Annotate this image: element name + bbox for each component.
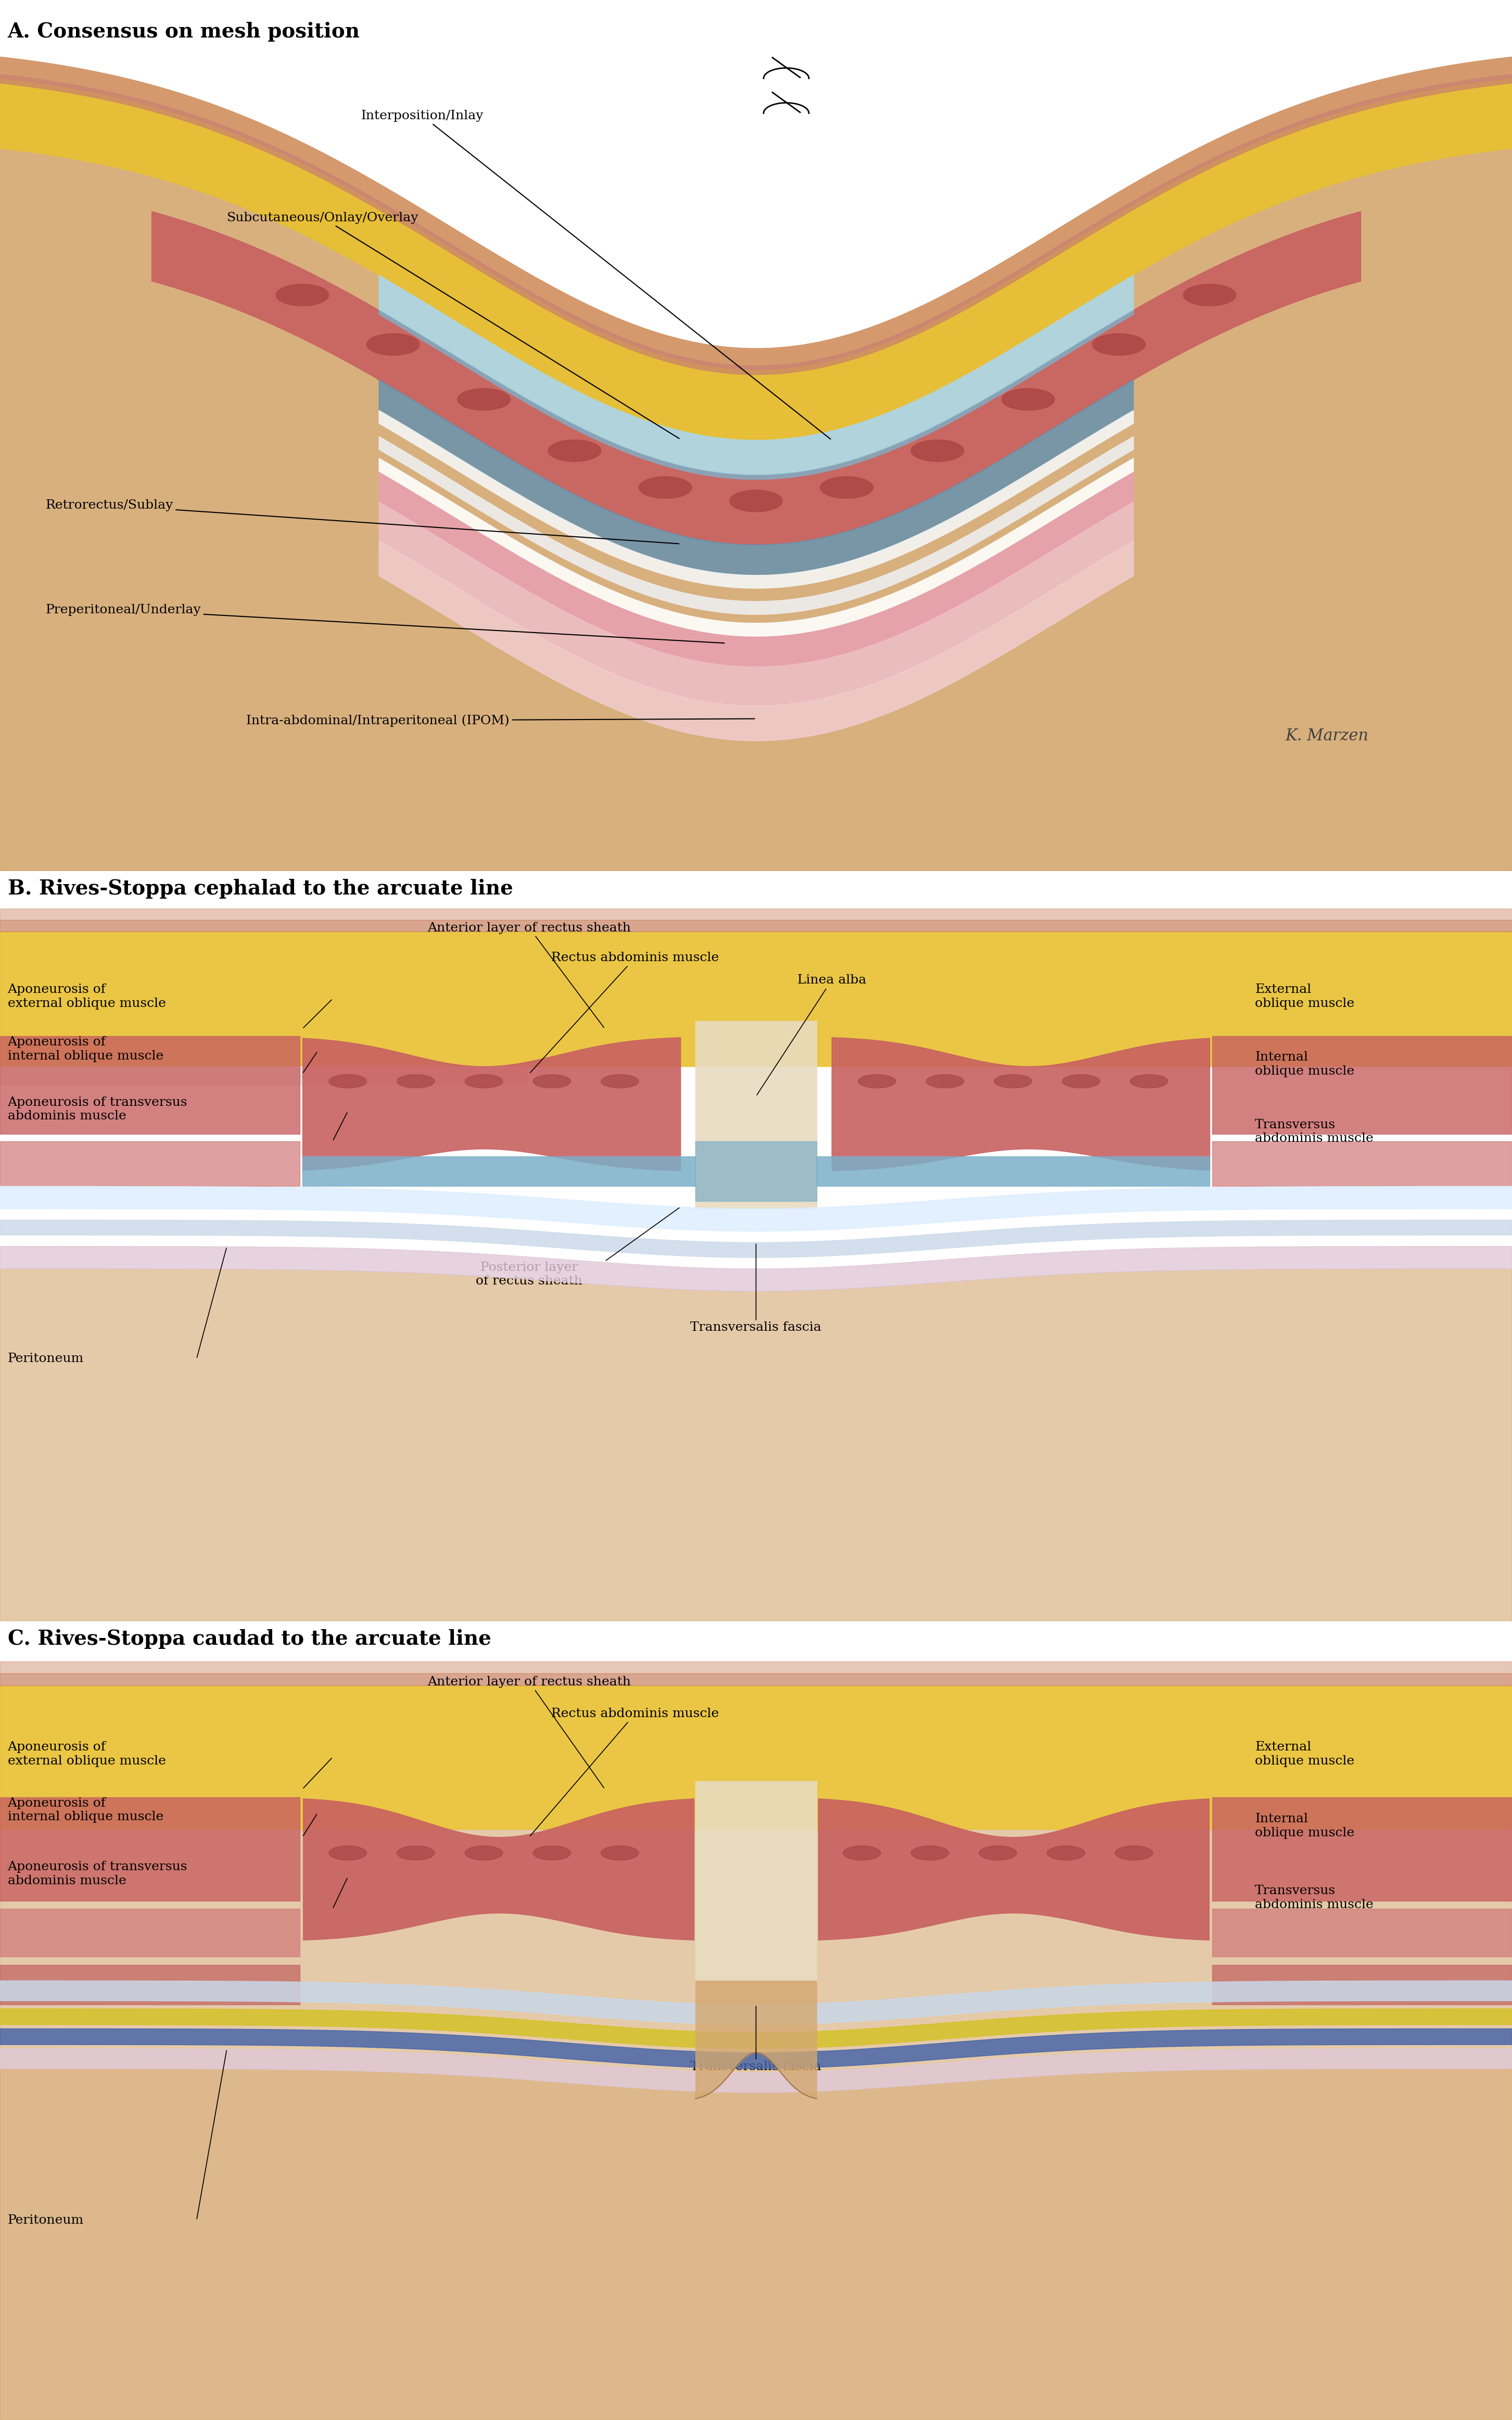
Ellipse shape	[1002, 390, 1055, 411]
Ellipse shape	[638, 477, 692, 499]
Text: C. Rives-Stoppa caudad to the arcuate line: C. Rives-Stoppa caudad to the arcuate li…	[8, 1629, 491, 1648]
Text: Aponeurosis of transversus
abdominis muscle: Aponeurosis of transversus abdominis mus…	[8, 1861, 187, 1888]
Ellipse shape	[275, 283, 330, 305]
Ellipse shape	[330, 1846, 367, 1861]
Ellipse shape	[729, 489, 783, 511]
Text: Transversalis fascia: Transversalis fascia	[691, 1321, 821, 1333]
Text: Interposition/Inlay: Interposition/Inlay	[361, 109, 830, 438]
Text: Linea alba: Linea alba	[758, 975, 866, 1094]
Text: Transversus
abdominis muscle: Transversus abdominis muscle	[1255, 1118, 1373, 1145]
Text: Aponeurosis of
external oblique muscle: Aponeurosis of external oblique muscle	[8, 1742, 166, 1767]
Ellipse shape	[1093, 334, 1146, 356]
Text: External
oblique muscle: External oblique muscle	[1255, 983, 1355, 1009]
Text: Retrorectus/Sublay: Retrorectus/Sublay	[45, 499, 679, 544]
Text: Peritoneum: Peritoneum	[8, 2214, 83, 2226]
Text: Aponeurosis of
internal oblique muscle: Aponeurosis of internal oblique muscle	[8, 1036, 163, 1062]
Ellipse shape	[466, 1074, 502, 1089]
Text: Anterior layer of rectus sheath: Anterior layer of rectus sheath	[428, 1677, 631, 1788]
Text: Transversalis fascia: Transversalis fascia	[691, 2059, 821, 2072]
Ellipse shape	[1063, 1074, 1101, 1089]
Ellipse shape	[367, 334, 420, 356]
Text: Posterior layer
of rectus sheath: Posterior layer of rectus sheath	[476, 1261, 582, 1287]
Ellipse shape	[980, 1846, 1018, 1861]
Ellipse shape	[534, 1846, 572, 1861]
Ellipse shape	[910, 1846, 950, 1861]
Ellipse shape	[1116, 1846, 1154, 1861]
Text: Subcutaneous/Onlay/Overlay: Subcutaneous/Onlay/Overlay	[227, 213, 679, 438]
Ellipse shape	[859, 1074, 895, 1089]
Ellipse shape	[602, 1074, 640, 1089]
Text: K. Marzen: K. Marzen	[1285, 728, 1368, 745]
Ellipse shape	[912, 440, 965, 462]
Ellipse shape	[995, 1074, 1033, 1089]
Text: Rectus abdominis muscle: Rectus abdominis muscle	[531, 1709, 718, 1837]
Ellipse shape	[1048, 1846, 1086, 1861]
Text: A. Consensus on mesh position: A. Consensus on mesh position	[8, 22, 360, 41]
Text: Rectus abdominis muscle: Rectus abdominis muscle	[531, 951, 718, 1072]
Text: Anterior layer of rectus sheath: Anterior layer of rectus sheath	[428, 922, 631, 1028]
Ellipse shape	[925, 1074, 965, 1089]
Text: Peritoneum: Peritoneum	[8, 1353, 83, 1365]
Text: Aponeurosis of
external oblique muscle: Aponeurosis of external oblique muscle	[8, 983, 166, 1009]
Ellipse shape	[602, 1846, 640, 1861]
Ellipse shape	[396, 1074, 435, 1089]
Ellipse shape	[844, 1846, 881, 1861]
Text: B. Rives-Stoppa cephalad to the arcuate line: B. Rives-Stoppa cephalad to the arcuate …	[8, 878, 513, 898]
Ellipse shape	[1131, 1074, 1169, 1089]
Ellipse shape	[1182, 283, 1237, 305]
Text: Aponeurosis of
internal oblique muscle: Aponeurosis of internal oblique muscle	[8, 1798, 163, 1822]
Ellipse shape	[466, 1846, 502, 1861]
Ellipse shape	[821, 477, 874, 499]
Text: Internal
oblique muscle: Internal oblique muscle	[1255, 1813, 1355, 1839]
Ellipse shape	[549, 440, 602, 462]
Ellipse shape	[396, 1846, 435, 1861]
Text: Intra-abdominal/Intraperitoneal (IPOM): Intra-abdominal/Intraperitoneal (IPOM)	[246, 714, 754, 726]
Text: Aponeurosis of transversus
abdominis muscle: Aponeurosis of transversus abdominis mus…	[8, 1096, 187, 1123]
Text: External
oblique muscle: External oblique muscle	[1255, 1742, 1355, 1767]
Ellipse shape	[457, 390, 511, 411]
Ellipse shape	[330, 1074, 367, 1089]
Ellipse shape	[534, 1074, 572, 1089]
Text: Transversus
abdominis muscle: Transversus abdominis muscle	[1255, 1885, 1373, 1912]
Text: Preperitoneal/Underlay: Preperitoneal/Underlay	[45, 605, 724, 644]
Text: Internal
oblique muscle: Internal oblique muscle	[1255, 1050, 1355, 1077]
